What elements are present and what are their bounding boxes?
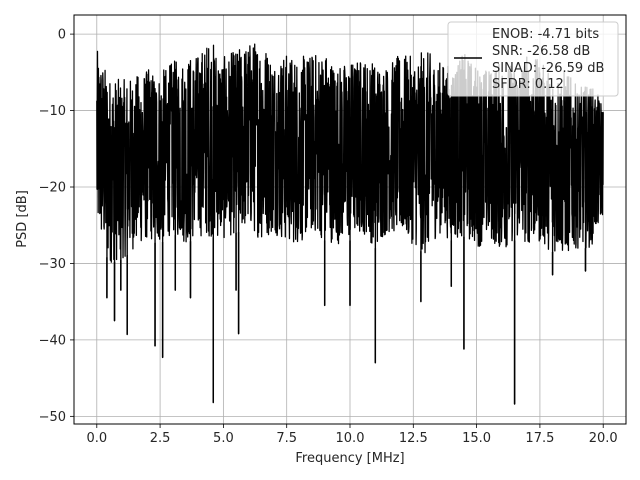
legend-line-4: SFDR: 0.12 <box>492 77 564 92</box>
x-tick-label: 2.5 <box>150 431 171 446</box>
legend: ENOB: -4.71 bits SNR: -26.58 dB SINAD: -… <box>447 21 619 97</box>
y-tick-label: −40 <box>39 333 66 348</box>
y-axis-label: PSD [dB] <box>15 190 30 248</box>
legend-line-1: ENOB: -4.71 bits <box>492 27 599 42</box>
x-tick-label: 20.0 <box>589 431 618 446</box>
y-tick-label: −30 <box>39 257 66 272</box>
legend-line-3: SINAD: -26.59 dB <box>492 61 604 76</box>
x-tick-label: 17.5 <box>525 431 554 446</box>
y-tick-label: −10 <box>39 104 66 119</box>
legend-line-2: SNR: -26.58 dB <box>492 44 590 59</box>
x-tick-label: 5.0 <box>213 431 234 446</box>
y-tick-label: −50 <box>39 410 66 425</box>
x-axis-ticks: 0.0 2.5 5.0 7.5 10.0 12.5 15.0 17.5 20.0 <box>86 424 618 446</box>
x-tick-label: 12.5 <box>399 431 428 446</box>
x-tick-label: 0.0 <box>86 431 107 446</box>
y-tick-label: 0 <box>58 28 66 43</box>
legend-box <box>447 21 619 97</box>
x-tick-label: 7.5 <box>276 431 297 446</box>
x-tick-label: 15.0 <box>462 431 491 446</box>
x-tick-label: 10.0 <box>336 431 365 446</box>
y-tick-label: −20 <box>39 181 66 196</box>
y-axis-ticks: 0 −10 −20 −30 −40 −50 <box>39 28 74 425</box>
x-axis-label: Frequency [MHz] <box>295 451 404 466</box>
